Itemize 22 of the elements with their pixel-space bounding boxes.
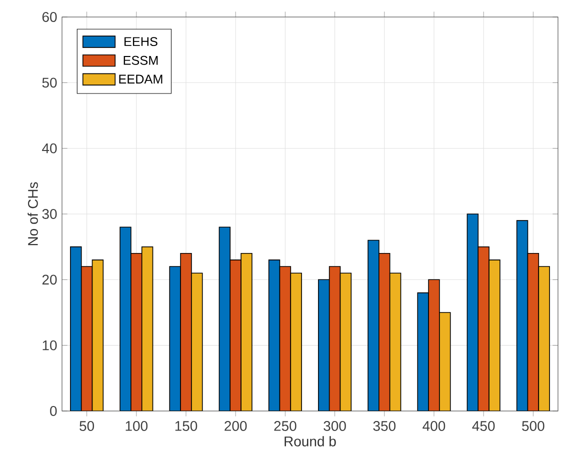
x-tick-label: 50 — [80, 421, 94, 431]
x-axis-title: Round b — [284, 436, 336, 446]
y-tick-label: 20 — [42, 274, 57, 285]
x-tick-label: 300 — [324, 421, 346, 431]
y-axis-title: No of CHs — [28, 182, 38, 246]
y-tick-label: 40 — [42, 143, 57, 154]
y-tick-label: 50 — [42, 78, 57, 88]
y-tick-label: 10 — [42, 340, 57, 350]
x-tick-label: 150 — [175, 421, 198, 431]
x-tick-label: 350 — [373, 421, 396, 431]
x-tick-label: 250 — [274, 421, 296, 431]
legend-label: EEDAM — [119, 74, 162, 84]
legend-label: EEHS — [124, 37, 158, 46]
y-tick-label: 30 — [42, 209, 57, 219]
legend-label: ESSM — [124, 56, 158, 65]
y-tick-label: 60 — [42, 12, 57, 22]
x-tick-label: 450 — [472, 421, 495, 431]
x-tick-label: 400 — [422, 421, 446, 431]
x-tick-label: 500 — [522, 421, 544, 431]
x-tick-label: 100 — [126, 421, 148, 431]
y-tick-label: 0 — [50, 406, 57, 416]
x-tick-label: 200 — [224, 421, 247, 431]
